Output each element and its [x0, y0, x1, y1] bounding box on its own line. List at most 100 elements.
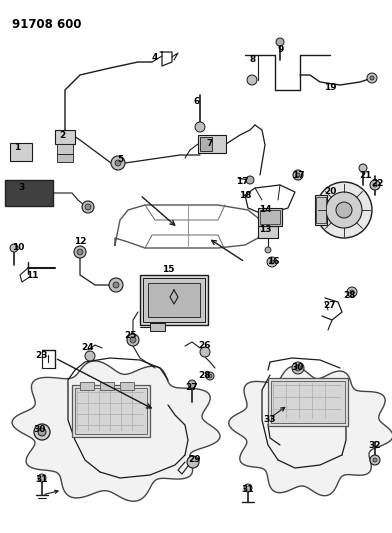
Circle shape [38, 428, 46, 436]
Text: 31: 31 [242, 486, 254, 495]
Circle shape [270, 260, 274, 264]
Text: 26: 26 [199, 341, 211, 350]
Circle shape [200, 347, 210, 357]
Bar [200, 137, 212, 151]
Circle shape [359, 164, 367, 172]
Circle shape [85, 204, 91, 210]
Bar [315, 195, 327, 225]
Text: 17: 17 [236, 177, 248, 187]
Text: 24: 24 [82, 343, 94, 351]
Bar [75, 388, 147, 434]
Bar [148, 283, 200, 317]
Circle shape [113, 282, 119, 288]
Text: 3: 3 [19, 183, 25, 192]
Text: 12: 12 [74, 238, 86, 246]
Circle shape [85, 351, 95, 361]
Text: 28: 28 [199, 370, 211, 379]
Circle shape [111, 156, 125, 170]
Bar [72, 385, 150, 437]
Circle shape [187, 456, 199, 468]
Circle shape [130, 337, 136, 343]
Bar [100, 382, 114, 390]
Text: 11: 11 [26, 271, 38, 279]
Bar [150, 323, 165, 331]
Circle shape [247, 75, 257, 85]
Circle shape [127, 334, 139, 346]
Bar [10, 143, 32, 161]
Text: 30: 30 [34, 425, 46, 434]
Text: 27: 27 [324, 301, 336, 310]
Circle shape [295, 365, 301, 371]
Text: 9: 9 [278, 45, 284, 54]
Circle shape [296, 173, 300, 177]
Bar [258, 208, 282, 226]
Circle shape [10, 244, 18, 252]
Circle shape [265, 247, 271, 253]
Text: 22: 22 [372, 180, 384, 189]
Circle shape [267, 257, 277, 267]
Bar [57, 144, 73, 154]
Text: 8: 8 [250, 55, 256, 64]
Circle shape [370, 180, 380, 190]
Bar [143, 278, 205, 322]
Text: 19: 19 [324, 84, 336, 93]
Circle shape [115, 160, 121, 166]
Circle shape [77, 249, 83, 255]
Text: 5: 5 [117, 155, 123, 164]
Circle shape [34, 424, 50, 440]
Circle shape [38, 474, 46, 482]
Text: 15: 15 [162, 265, 174, 274]
Circle shape [367, 73, 377, 83]
Circle shape [188, 380, 196, 388]
Bar [258, 226, 278, 238]
Bar [268, 378, 348, 426]
Circle shape [82, 201, 94, 213]
Text: 7: 7 [207, 140, 213, 149]
Circle shape [74, 246, 86, 258]
Bar [316, 197, 326, 223]
Text: 14: 14 [259, 206, 271, 214]
Text: 21: 21 [360, 171, 372, 180]
Circle shape [244, 484, 252, 492]
Text: 28: 28 [344, 290, 356, 300]
Text: 30: 30 [292, 364, 304, 373]
Circle shape [293, 170, 303, 180]
Text: 91708 600: 91708 600 [12, 18, 82, 31]
Text: 32: 32 [369, 440, 381, 449]
Circle shape [316, 182, 372, 238]
Bar [55, 130, 75, 144]
Bar [140, 275, 208, 325]
Text: 18: 18 [239, 191, 251, 200]
Circle shape [336, 202, 352, 218]
Text: 6: 6 [194, 96, 200, 106]
Circle shape [206, 372, 214, 380]
Text: 31: 31 [36, 475, 48, 484]
Polygon shape [229, 366, 392, 496]
Circle shape [373, 183, 377, 187]
Text: 2: 2 [59, 132, 65, 141]
Text: 33: 33 [264, 416, 276, 424]
Circle shape [195, 122, 205, 132]
Circle shape [350, 290, 354, 294]
Bar [5, 180, 53, 206]
Bar [120, 382, 134, 390]
Circle shape [370, 76, 374, 80]
Text: 13: 13 [259, 225, 271, 235]
Text: 1: 1 [14, 143, 20, 152]
Text: 20: 20 [324, 188, 336, 197]
Text: 16: 16 [267, 257, 279, 266]
Text: 23: 23 [36, 351, 48, 359]
Bar [198, 135, 226, 153]
Bar [80, 382, 94, 390]
Circle shape [347, 287, 357, 297]
Text: 17: 17 [292, 171, 304, 180]
Circle shape [326, 192, 362, 228]
Text: 27: 27 [186, 384, 198, 392]
Circle shape [276, 38, 284, 46]
Bar [57, 154, 73, 162]
Polygon shape [12, 361, 220, 501]
Text: 25: 25 [125, 332, 137, 341]
Circle shape [373, 458, 377, 462]
Circle shape [208, 374, 212, 378]
Text: 10: 10 [12, 244, 24, 253]
